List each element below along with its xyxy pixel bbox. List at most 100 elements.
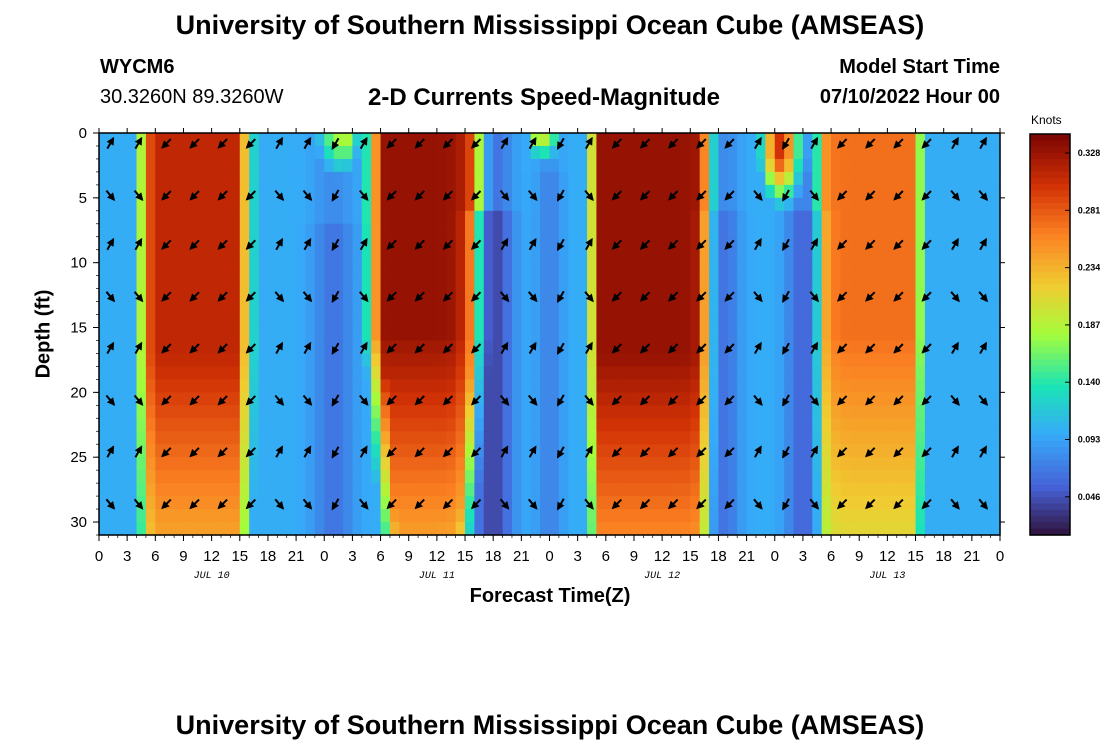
heatmap-cell — [859, 171, 870, 186]
heatmap-cell — [887, 405, 898, 419]
heatmap-cell — [117, 249, 128, 264]
heatmap-cell — [483, 236, 494, 251]
heatmap-cell — [277, 197, 288, 212]
current-arrow — [611, 239, 623, 250]
x-tick-label: 3 — [348, 548, 356, 565]
heatmap-cell — [324, 431, 335, 445]
heatmap-cell — [896, 158, 907, 173]
heatmap-cell — [680, 470, 691, 484]
heatmap-cell — [99, 457, 109, 471]
heatmap-cell — [587, 314, 598, 329]
heatmap-cell — [868, 197, 879, 212]
heatmap-cell — [971, 314, 982, 329]
heatmap-cell — [690, 158, 701, 173]
heatmap-cell — [296, 522, 307, 536]
current-arrow — [302, 394, 313, 406]
heatmap-cell — [493, 275, 504, 290]
heatmap-cell — [267, 301, 278, 316]
heatmap-cell — [202, 366, 213, 380]
heatmap-cell — [296, 457, 307, 471]
heatmap-cell — [887, 236, 898, 251]
heatmap-cell — [774, 418, 785, 432]
heatmap-cell — [690, 496, 701, 510]
heatmap-cell — [718, 522, 729, 536]
current-arrow — [500, 341, 509, 354]
heatmap-cell — [859, 145, 870, 160]
heatmap-cell — [877, 470, 888, 484]
heatmap-cell — [596, 301, 607, 316]
heatmap-cell — [896, 327, 907, 342]
heatmap-cell — [474, 379, 485, 393]
heatmap-cell — [399, 379, 410, 393]
heatmap-cell — [737, 392, 748, 406]
heatmap-cell — [483, 171, 494, 186]
heatmap-cell — [793, 340, 804, 355]
heatmap-cell — [380, 392, 391, 406]
heatmap-cell — [887, 301, 898, 316]
heatmap-cell — [371, 470, 382, 484]
heatmap-cell — [587, 379, 598, 393]
heatmap-cell — [493, 470, 504, 484]
heatmap-cell — [192, 262, 203, 277]
heatmap-cell — [502, 262, 513, 277]
heatmap-cell — [896, 457, 907, 471]
heatmap-cell — [831, 509, 842, 523]
heatmap-cell — [868, 496, 879, 510]
heatmap-cell — [521, 171, 532, 186]
chart-subtitle: 2-D Currents Speed-Magnitude — [368, 84, 721, 111]
heatmap-cell — [746, 145, 757, 160]
heatmap-cell — [202, 509, 213, 523]
heatmap-cell — [164, 405, 175, 419]
heatmap-cell — [868, 457, 879, 471]
colorbar-segment — [1030, 177, 1070, 185]
current-arrow — [754, 445, 762, 458]
heatmap-cell — [511, 418, 522, 432]
heatmap-cell — [549, 444, 560, 458]
heatmap-cell — [127, 327, 138, 342]
heatmap-cell — [127, 249, 138, 264]
current-arrow — [724, 395, 735, 406]
heatmap-cell — [211, 314, 222, 329]
heatmap-cell — [652, 236, 663, 251]
heatmap-cell — [192, 392, 203, 406]
heatmap-cell — [652, 444, 663, 458]
current-arrow — [134, 136, 143, 150]
heatmap-cell — [990, 262, 1001, 277]
heatmap-cell — [371, 314, 382, 329]
heatmap-cell — [859, 275, 870, 290]
heatmap-cell — [915, 509, 926, 523]
heatmap-cell — [624, 158, 635, 173]
heatmap-cell — [868, 444, 879, 458]
colorbar-segment — [1030, 215, 1070, 223]
heatmap-cell — [802, 301, 813, 316]
heatmap-cell — [211, 353, 222, 368]
x-tick-label: 12 — [203, 548, 220, 565]
heatmap-cell — [690, 197, 701, 212]
page-title: University of Southern Mississippi Ocean… — [175, 10, 925, 40]
current-arrow — [217, 498, 228, 510]
colorbar-segment — [1030, 390, 1070, 398]
current-arrow — [724, 343, 735, 354]
heatmap-cell — [399, 418, 410, 432]
heatmap-cell — [108, 509, 119, 523]
heatmap-cell — [615, 275, 626, 290]
heatmap-cell — [840, 223, 851, 238]
heatmap-cell — [380, 210, 391, 225]
heatmap-cell — [164, 288, 175, 303]
heatmap-cell — [446, 353, 457, 368]
x-tick-label: 12 — [879, 548, 896, 565]
heatmap-cell — [267, 288, 278, 303]
heatmap-cell — [943, 353, 954, 368]
heatmap-cell — [418, 353, 429, 368]
heatmap-cell — [427, 457, 438, 471]
heatmap-cell — [755, 262, 766, 277]
heatmap-cell — [99, 236, 109, 251]
colorbar-segment — [1030, 365, 1070, 373]
heatmap-cell — [258, 288, 269, 303]
heatmap-cell — [324, 509, 335, 523]
heatmap-cell — [784, 366, 795, 380]
heatmap-cell — [605, 171, 616, 186]
current-arrow — [753, 394, 763, 406]
heatmap-cell — [859, 522, 870, 536]
heatmap-cell — [221, 431, 231, 445]
